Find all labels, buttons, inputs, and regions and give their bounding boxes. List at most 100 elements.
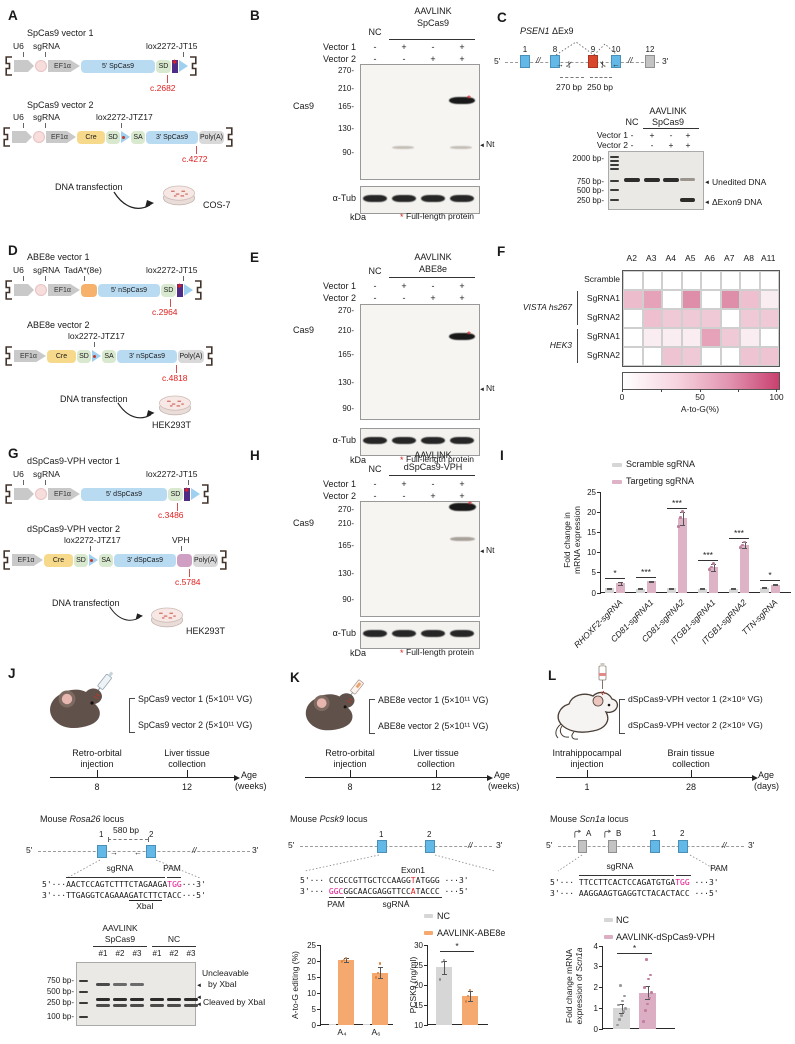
gel-overline bbox=[152, 946, 196, 947]
chart-el bbox=[441, 960, 447, 962]
hmc bbox=[720, 290, 740, 309]
tick bbox=[23, 480, 24, 485]
splice-donor: SD bbox=[106, 130, 120, 144]
kda-marker: 210 bbox=[318, 84, 354, 93]
uncleaved-band bbox=[96, 983, 110, 986]
hmc bbox=[623, 290, 643, 309]
lane-sign: + bbox=[459, 479, 465, 489]
hmc bbox=[623, 271, 643, 290]
chart-el bbox=[700, 588, 705, 590]
exon-num: 1 bbox=[379, 830, 384, 839]
vbar bbox=[363, 1024, 370, 1025]
legend-abe8e: AAVLINK-ABE8e bbox=[437, 928, 506, 938]
alpha-tub-label: α-Tub bbox=[332, 435, 356, 445]
tick bbox=[84, 276, 85, 281]
exon-box bbox=[146, 845, 156, 858]
axis-age: Age bbox=[758, 770, 775, 780]
tick bbox=[23, 123, 24, 128]
panel-L-label: L bbox=[548, 668, 557, 683]
pam-overline bbox=[676, 875, 691, 876]
ytl: 15 bbox=[307, 972, 316, 982]
nt-label: Nt bbox=[486, 383, 495, 393]
timeline-tick bbox=[350, 770, 351, 777]
tubulin-band bbox=[450, 195, 474, 202]
chart-el bbox=[620, 582, 622, 585]
measure-tick bbox=[108, 837, 109, 842]
cdot bbox=[468, 988, 472, 992]
cassette-A2: EF1α Cre SD SA 3' SpCas9 Poly(A) bbox=[2, 127, 234, 147]
exon-box-gray bbox=[608, 840, 617, 853]
colorbar-label: 50 bbox=[695, 392, 705, 402]
ytl: 4 bbox=[593, 941, 598, 951]
vbar bbox=[372, 972, 388, 1025]
chart-el bbox=[343, 961, 349, 963]
chart-el: A5 bbox=[685, 253, 696, 263]
cdot bbox=[677, 525, 680, 528]
vbar bbox=[667, 588, 676, 593]
kda-marker: 270 bbox=[318, 505, 354, 514]
chart-el bbox=[346, 957, 347, 962]
tick bbox=[188, 480, 189, 485]
measure-line bbox=[108, 839, 148, 840]
mouse-head-icon bbox=[305, 679, 364, 731]
legend-scramble: Scramble sgRNA bbox=[626, 459, 696, 469]
promoter-bent-arrow-icon bbox=[574, 829, 582, 838]
lane-sign: + bbox=[430, 491, 436, 501]
timepoint-2: 28 bbox=[685, 782, 696, 792]
splice-donor: SD bbox=[168, 487, 183, 501]
kda-marker: 130 bbox=[318, 569, 354, 578]
ytl: 20 bbox=[307, 956, 316, 966]
timeline-tick bbox=[97, 770, 98, 777]
junction-dot-icon bbox=[93, 355, 96, 358]
primer-arrow-icon: → bbox=[556, 60, 564, 69]
chart-el bbox=[773, 585, 778, 587]
k1-ytitle: A-to-G editing (%) bbox=[290, 950, 300, 1020]
lane-sign: - bbox=[373, 491, 377, 501]
sgl bbox=[636, 577, 656, 579]
panel-B-label: B bbox=[250, 8, 260, 23]
timeline bbox=[305, 777, 487, 779]
annotation-arrow-icon: ◄ bbox=[196, 983, 202, 989]
chart-el bbox=[380, 967, 381, 978]
vector2-row-label: Vector 2 bbox=[322, 54, 356, 64]
splice-donor: SD bbox=[161, 283, 176, 297]
lox-jtz17-label: lox2272-JTZ17 bbox=[96, 112, 153, 122]
timeline-tick bbox=[587, 770, 588, 777]
lane-sign: - bbox=[431, 281, 435, 291]
itr-icon bbox=[226, 127, 233, 147]
lane-sign: - bbox=[630, 130, 634, 140]
sgrna-title: sgRNA bbox=[606, 861, 634, 871]
ytm bbox=[424, 964, 428, 966]
seq-segment: TGG bbox=[675, 878, 690, 887]
exon-num: 8 bbox=[552, 45, 558, 54]
cdot bbox=[466, 994, 470, 998]
measure-line bbox=[590, 77, 612, 78]
tick bbox=[94, 342, 95, 347]
exon-letter: B bbox=[616, 829, 622, 838]
exon-num: 2 bbox=[149, 830, 154, 839]
colorbar-label: 0 bbox=[619, 392, 625, 402]
vbar bbox=[436, 967, 452, 1025]
event1-line1: Retro-orbital bbox=[72, 748, 122, 758]
timepoint-2: 12 bbox=[181, 782, 192, 792]
genomic-line bbox=[38, 851, 250, 852]
hmc bbox=[759, 271, 779, 290]
tick bbox=[23, 52, 24, 57]
tick bbox=[181, 546, 182, 551]
hmc bbox=[720, 309, 740, 328]
colorbar bbox=[622, 372, 780, 390]
splice-acceptor: SA bbox=[102, 349, 116, 363]
sgl bbox=[667, 508, 687, 510]
axis-break: // bbox=[628, 56, 633, 65]
vector2-title: ABE8e vector 2 bbox=[27, 320, 90, 330]
genomic-line bbox=[300, 846, 492, 847]
cdot bbox=[342, 958, 346, 962]
group-bracket bbox=[577, 329, 578, 363]
lane-label: #3 bbox=[132, 949, 142, 958]
tubulin-band bbox=[450, 630, 474, 637]
lane-sign: + bbox=[459, 54, 465, 64]
u6-label: U6 bbox=[13, 469, 24, 479]
mouse-body-icon bbox=[555, 663, 619, 740]
lane-sign: + bbox=[685, 130, 691, 140]
vph-label: VPH bbox=[172, 535, 190, 545]
